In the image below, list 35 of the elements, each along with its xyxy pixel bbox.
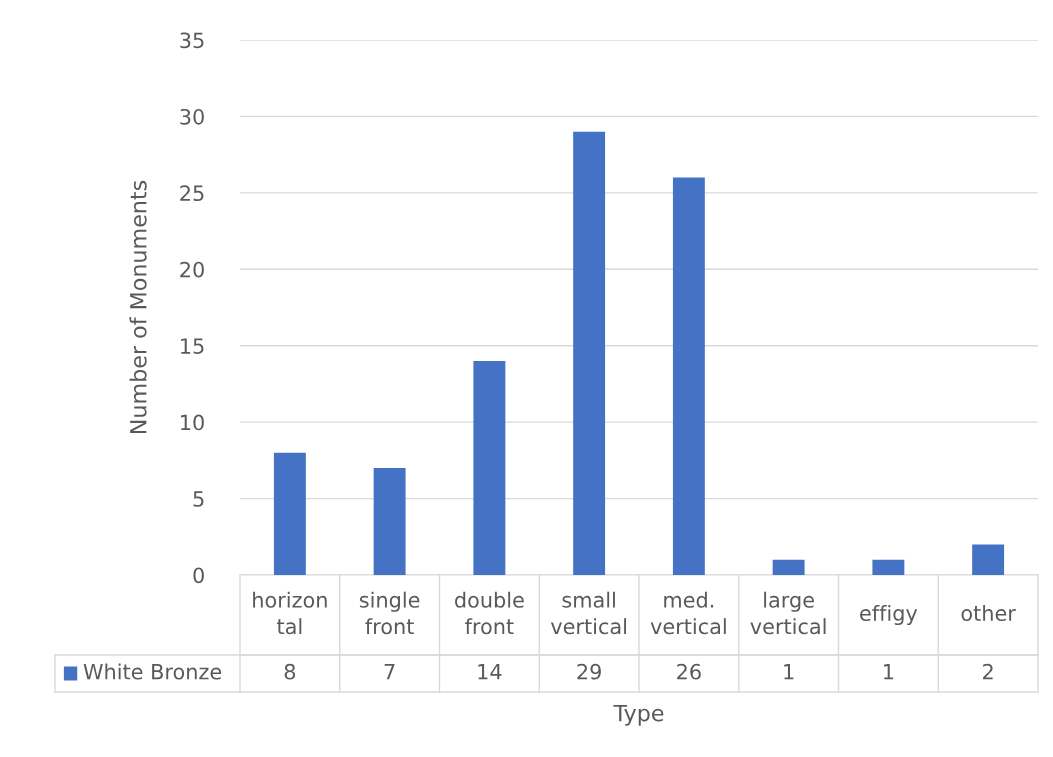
y-tick-label: 25 <box>180 185 204 202</box>
bar <box>273 452 306 575</box>
y-tick-label: 10 <box>181 414 204 431</box>
x-tick-label: horizon tal <box>253 591 327 635</box>
x-tick-label: single front <box>359 591 420 635</box>
x-tick-label: small vertical <box>550 591 627 635</box>
data-label: 26 <box>677 663 701 680</box>
bar <box>772 559 805 575</box>
data-label: 14 <box>478 664 502 680</box>
x-axis-title: Type <box>613 704 664 726</box>
x-tick-label: large vertical <box>750 591 826 635</box>
data-label: 2 <box>983 663 993 680</box>
y-tick-label: 0 <box>193 567 204 584</box>
bar <box>373 468 406 575</box>
data-label: 7 <box>384 664 395 680</box>
bar <box>672 177 705 575</box>
bar <box>573 131 606 575</box>
y-tick-label: 35 <box>180 32 204 49</box>
y-tick-label: 5 <box>193 491 204 507</box>
x-tick-label: double front <box>455 591 524 635</box>
x-tick-label: effigy <box>860 604 918 626</box>
bar <box>972 544 1005 575</box>
bar <box>473 361 506 575</box>
x-tick-label: other <box>961 604 1016 622</box>
x-tick-label: med. vertical <box>650 591 726 635</box>
data-label: 1 <box>784 664 794 680</box>
y-axis-title: Number of Monuments <box>129 180 147 434</box>
data-label: 8 <box>284 663 296 680</box>
bar <box>872 559 905 575</box>
data-label: 29 <box>577 663 601 680</box>
y-tick-label: 15 <box>181 338 204 354</box>
y-tick-label: 20 <box>180 261 204 278</box>
y-tick-label: 30 <box>180 108 204 125</box>
legend-label: White Bronze <box>83 663 222 680</box>
data-label: 1 <box>884 664 894 680</box>
